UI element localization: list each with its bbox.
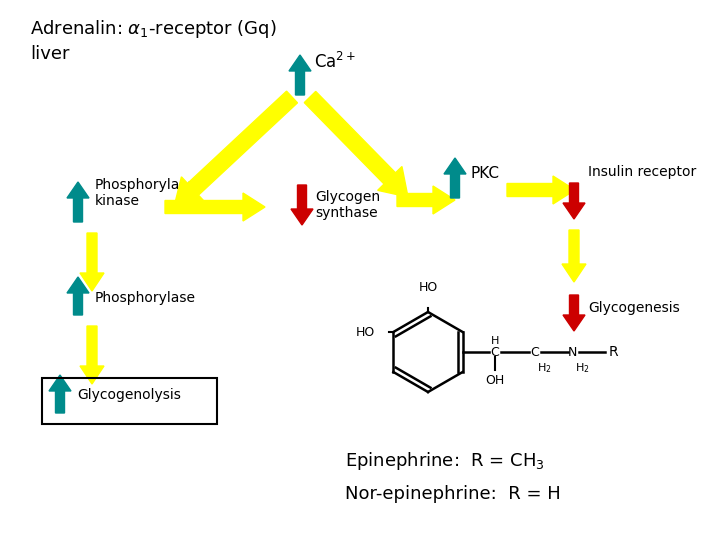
Bar [42,378,217,424]
FancyArrow shape [507,176,575,204]
FancyArrow shape [80,233,104,291]
Text: H: H [490,336,499,346]
FancyArrow shape [80,326,104,384]
Text: H$_2$: H$_2$ [575,361,589,375]
FancyArrow shape [289,55,311,95]
FancyArrow shape [563,183,585,219]
Text: Glycogenolysis: Glycogenolysis [77,388,181,402]
Text: HO: HO [356,326,375,339]
Text: Ca$^{2+}$: Ca$^{2+}$ [314,52,356,72]
FancyArrow shape [444,158,466,198]
FancyArrow shape [67,277,89,315]
Text: Insulin receptor: Insulin receptor [588,165,696,179]
Text: Nor-epinephrine:  R = H: Nor-epinephrine: R = H [345,485,561,503]
Text: C: C [530,346,539,359]
Text: HO: HO [418,281,438,294]
Text: liver: liver [30,45,70,63]
Text: Glycogenesis: Glycogenesis [588,301,680,315]
FancyArrow shape [563,295,585,331]
FancyArrow shape [49,375,71,413]
Text: PKC: PKC [470,165,499,180]
FancyArrow shape [67,182,89,222]
Text: C: C [490,346,499,359]
FancyArrow shape [165,193,265,221]
Text: OH: OH [485,374,504,387]
Text: Phosphorylase: Phosphorylase [95,291,196,305]
FancyArrow shape [562,230,586,282]
Text: H$_2$: H$_2$ [536,361,552,375]
Text: Phosphorylase
kinase: Phosphorylase kinase [95,178,196,208]
FancyArrow shape [291,185,313,225]
Text: N: N [568,346,577,359]
Text: R: R [608,345,618,359]
Text: Epinephrine:  R = CH$_3$: Epinephrine: R = CH$_3$ [345,450,545,472]
FancyArrow shape [174,91,297,207]
FancyArrow shape [397,186,455,214]
Text: Adrenalin: $\alpha_1$-receptor (Gq): Adrenalin: $\alpha_1$-receptor (Gq) [30,18,276,40]
FancyArrow shape [305,91,408,197]
Text: Glycogen
synthase: Glycogen synthase [315,190,380,220]
